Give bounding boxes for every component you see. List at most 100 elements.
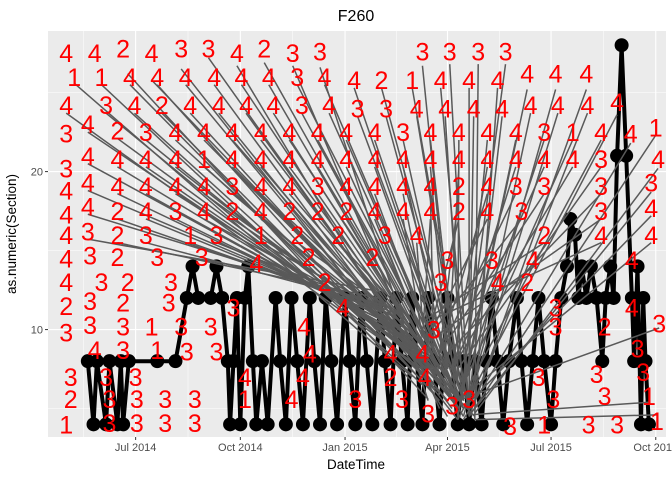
- data-point: [273, 354, 288, 369]
- point-label: 4: [59, 222, 73, 250]
- label-segment: [474, 414, 657, 421]
- data-point: [383, 417, 398, 432]
- point-label: 2: [110, 244, 124, 272]
- label-segment: [451, 166, 545, 370]
- point-label: 3: [652, 310, 666, 338]
- label-segment: [421, 218, 432, 338]
- point-label: 2: [452, 198, 466, 226]
- point-label: 2: [384, 364, 398, 392]
- point-label: 2: [290, 222, 304, 250]
- data-point: [624, 290, 639, 305]
- point-label: 4: [110, 146, 124, 174]
- label-segment: [402, 218, 424, 338]
- data-point: [185, 259, 200, 274]
- data-point: [525, 354, 540, 369]
- point-label: 4: [145, 40, 159, 68]
- point-label: 4: [644, 222, 658, 250]
- label-segment: [133, 112, 435, 386]
- point-label: 3: [290, 64, 304, 92]
- label-segment: [451, 166, 574, 370]
- point-label: 3: [499, 39, 513, 67]
- point-label: 4: [537, 146, 551, 174]
- point-label: 4: [296, 364, 310, 392]
- data-point: [415, 417, 430, 432]
- point-label: 1: [59, 411, 73, 439]
- data-point: [168, 354, 183, 369]
- data-point: [226, 354, 241, 369]
- point-label: 3: [195, 244, 209, 272]
- x-axis-ticks: Jul 2014 Oct 2014 Jan 2015 Apr 2015 Jul 2015…: [115, 437, 672, 454]
- point-label: 4: [59, 92, 73, 120]
- point-label: 3: [395, 386, 409, 414]
- data-point: [313, 417, 328, 432]
- point-label: 4: [322, 92, 336, 120]
- point-label: 1: [649, 114, 663, 142]
- point-label: 3: [441, 247, 455, 275]
- point-label: 4: [594, 119, 608, 147]
- label-segment: [384, 242, 418, 322]
- point-label: 4: [480, 146, 494, 174]
- point-label: 3: [594, 173, 608, 201]
- point-label: 1: [566, 119, 580, 147]
- point-label: 3: [116, 313, 130, 341]
- point-label: 3: [59, 155, 73, 183]
- point-label: 3: [103, 386, 117, 414]
- point-label: 4: [480, 119, 494, 147]
- point-label: 3: [130, 386, 144, 414]
- point-label: 4: [225, 119, 239, 147]
- label-segment: [345, 166, 441, 370]
- point-label: 2: [452, 173, 466, 201]
- data-point: [636, 290, 651, 305]
- point-label: 4: [59, 40, 73, 68]
- data-point: [302, 290, 317, 305]
- data-point: [514, 354, 529, 369]
- point-label: 4: [415, 340, 429, 368]
- point-label: 3: [532, 364, 546, 392]
- label-segment: [468, 112, 532, 401]
- label-segment: [345, 193, 429, 354]
- point-label: 2: [110, 198, 124, 226]
- point-label: 4: [368, 198, 382, 226]
- label-segment: [427, 218, 460, 338]
- point-label: 2: [302, 244, 316, 272]
- point-label: 4: [452, 146, 466, 174]
- point-label: 4: [207, 64, 221, 92]
- point-label: 4: [128, 92, 142, 120]
- point-label: 4: [183, 92, 197, 120]
- point-label: 3: [83, 288, 97, 316]
- point-label: 4: [410, 222, 424, 250]
- point-label: 4: [423, 146, 437, 174]
- label-segment: [433, 218, 602, 339]
- label-segment: [127, 73, 429, 400]
- data-point: [324, 354, 339, 369]
- point-label: 4: [88, 40, 102, 68]
- point-label: 4: [254, 119, 268, 147]
- point-label: 2: [116, 290, 130, 318]
- point-label: 3: [590, 361, 604, 389]
- point-label: 3: [594, 198, 608, 226]
- point-label: 4: [297, 313, 311, 341]
- point-label: 2: [331, 222, 345, 250]
- point-label: 2: [339, 198, 353, 226]
- data-point: [203, 290, 218, 305]
- point-label: 3: [99, 364, 113, 392]
- point-label: 4: [139, 198, 153, 226]
- point-label: 3: [509, 173, 523, 201]
- data-point: [116, 417, 131, 432]
- point-label: 4: [282, 146, 296, 174]
- data-point: [432, 417, 447, 432]
- point-label: 3: [427, 317, 441, 345]
- point-label: 1: [650, 408, 664, 436]
- label-segment: [438, 193, 460, 354]
- point-label: 3: [227, 294, 241, 322]
- point-label: 3: [95, 269, 109, 297]
- point-label: 4: [339, 119, 353, 147]
- point-label: 3: [150, 244, 164, 272]
- point-label: 4: [396, 198, 410, 226]
- data-point: [233, 417, 248, 432]
- data-point: [638, 354, 653, 369]
- label-segment: [145, 218, 397, 323]
- label-segment: [462, 215, 652, 410]
- point-label: 3: [546, 386, 560, 414]
- point-label: 1: [145, 313, 159, 341]
